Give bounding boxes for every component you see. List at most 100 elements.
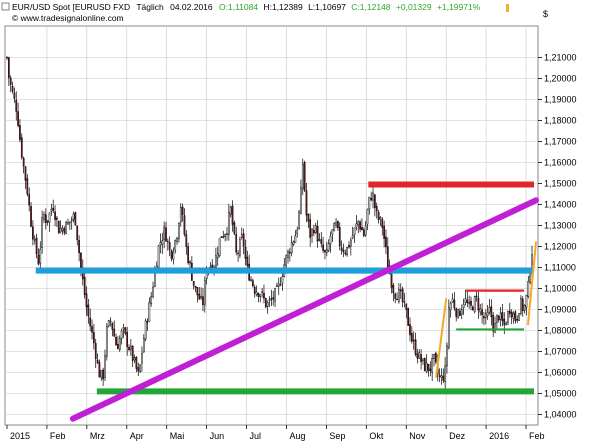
- candle-body: [20, 137, 23, 158]
- currency-label: $: [543, 9, 548, 19]
- candle-body: [276, 285, 278, 287]
- candle-body: [309, 219, 312, 238]
- candle-body: [416, 353, 419, 359]
- y-tick-label: 1,10000: [544, 284, 577, 294]
- candle-body: [115, 337, 117, 346]
- x-tick-label: 2015: [10, 431, 30, 441]
- candle-body: [144, 320, 147, 340]
- candle-body: [72, 213, 75, 220]
- candle-body: [353, 227, 356, 235]
- candle-body: [91, 326, 93, 333]
- header-change: +0,01329: [396, 2, 432, 12]
- candle-body: [379, 217, 382, 220]
- y-tick-label: 1,17000: [544, 137, 577, 147]
- candle-body: [63, 228, 66, 233]
- y-tick-label: 1,15000: [544, 179, 577, 189]
- candle-body: [331, 229, 334, 235]
- candle-body: [298, 211, 300, 229]
- candle-body: [192, 280, 195, 286]
- candle-body: [30, 206, 32, 227]
- candle-body: [239, 239, 241, 256]
- channel-line-left[interactable]: [435, 298, 448, 378]
- candle-body: [372, 192, 374, 201]
- candle-body: [131, 345, 134, 361]
- candle-body: [259, 294, 262, 297]
- candle-body: [357, 221, 360, 226]
- candle-body: [431, 358, 434, 373]
- candle-body: [102, 369, 104, 380]
- candle-body: [412, 339, 415, 342]
- candle-body: [514, 311, 517, 322]
- candle-body: [501, 312, 504, 322]
- candle-body: [423, 358, 426, 371]
- candle-body: [118, 338, 121, 351]
- candle-body: [168, 242, 171, 250]
- instrument-icon[interactable]: [1, 2, 10, 11]
- candle-body: [316, 226, 319, 242]
- candle-body: [410, 333, 413, 342]
- candle-body: [152, 286, 154, 297]
- candle-body: [288, 251, 291, 254]
- candle-body: [78, 240, 80, 254]
- candle-body: [427, 364, 430, 371]
- candle-body: [475, 295, 478, 298]
- candle-body: [466, 299, 469, 303]
- candle-body: [314, 225, 317, 233]
- x-tick-label: Mai: [170, 431, 185, 441]
- candle-body: [9, 77, 12, 85]
- candle-body: [111, 322, 114, 330]
- candle-body: [253, 287, 256, 294]
- candle-body: [26, 178, 29, 195]
- candle-body: [407, 308, 410, 326]
- y-tick-label: 1,09000: [544, 305, 577, 315]
- candle-body: [368, 196, 371, 210]
- candle-body: [189, 261, 191, 264]
- candle-body: [320, 239, 323, 244]
- header-period: Täglich: [136, 2, 164, 12]
- candle-body: [215, 255, 217, 268]
- candle-body: [166, 240, 169, 243]
- candle-body: [255, 291, 258, 295]
- candle-body: [87, 304, 90, 317]
- candle-body: [172, 251, 175, 260]
- candle-body: [525, 294, 528, 308]
- candle-body: [521, 298, 524, 311]
- candle-body: [85, 293, 88, 308]
- candle-body: [157, 245, 160, 268]
- candle-body: [107, 320, 110, 327]
- candle-body: [224, 234, 226, 237]
- candle-body: [281, 276, 284, 284]
- candle-body: [181, 206, 184, 215]
- candle-body: [148, 302, 151, 322]
- candle-body: [342, 249, 345, 253]
- trend-line-purple[interactable]: [69, 197, 539, 422]
- candle-body: [220, 236, 223, 238]
- candle-body: [67, 222, 69, 225]
- candle-body: [43, 214, 45, 220]
- candle-body: [494, 323, 496, 333]
- candle-body: [507, 311, 509, 323]
- candle-body: [50, 209, 53, 212]
- header-source: © www.tradesignalonline.com: [12, 13, 124, 23]
- candle-body: [447, 307, 450, 348]
- x-tick-label: Nov: [409, 431, 426, 441]
- candle-body: [344, 252, 347, 255]
- candle-body: [242, 233, 245, 247]
- channel-line-right[interactable]: [527, 241, 537, 326]
- candle-body: [300, 187, 302, 214]
- candle-body: [290, 242, 293, 254]
- x-tick-label: 2016: [489, 431, 509, 441]
- candle-body: [301, 163, 304, 190]
- candle-body: [200, 295, 202, 299]
- candle-body: [313, 229, 315, 234]
- candle-body: [359, 221, 361, 230]
- candle-body: [329, 235, 332, 245]
- candle-body: [113, 328, 116, 337]
- candle-body: [523, 305, 526, 311]
- candle-body: [296, 229, 299, 235]
- candle-body: [444, 365, 446, 383]
- candle-body: [484, 313, 487, 318]
- candle-body: [335, 222, 337, 226]
